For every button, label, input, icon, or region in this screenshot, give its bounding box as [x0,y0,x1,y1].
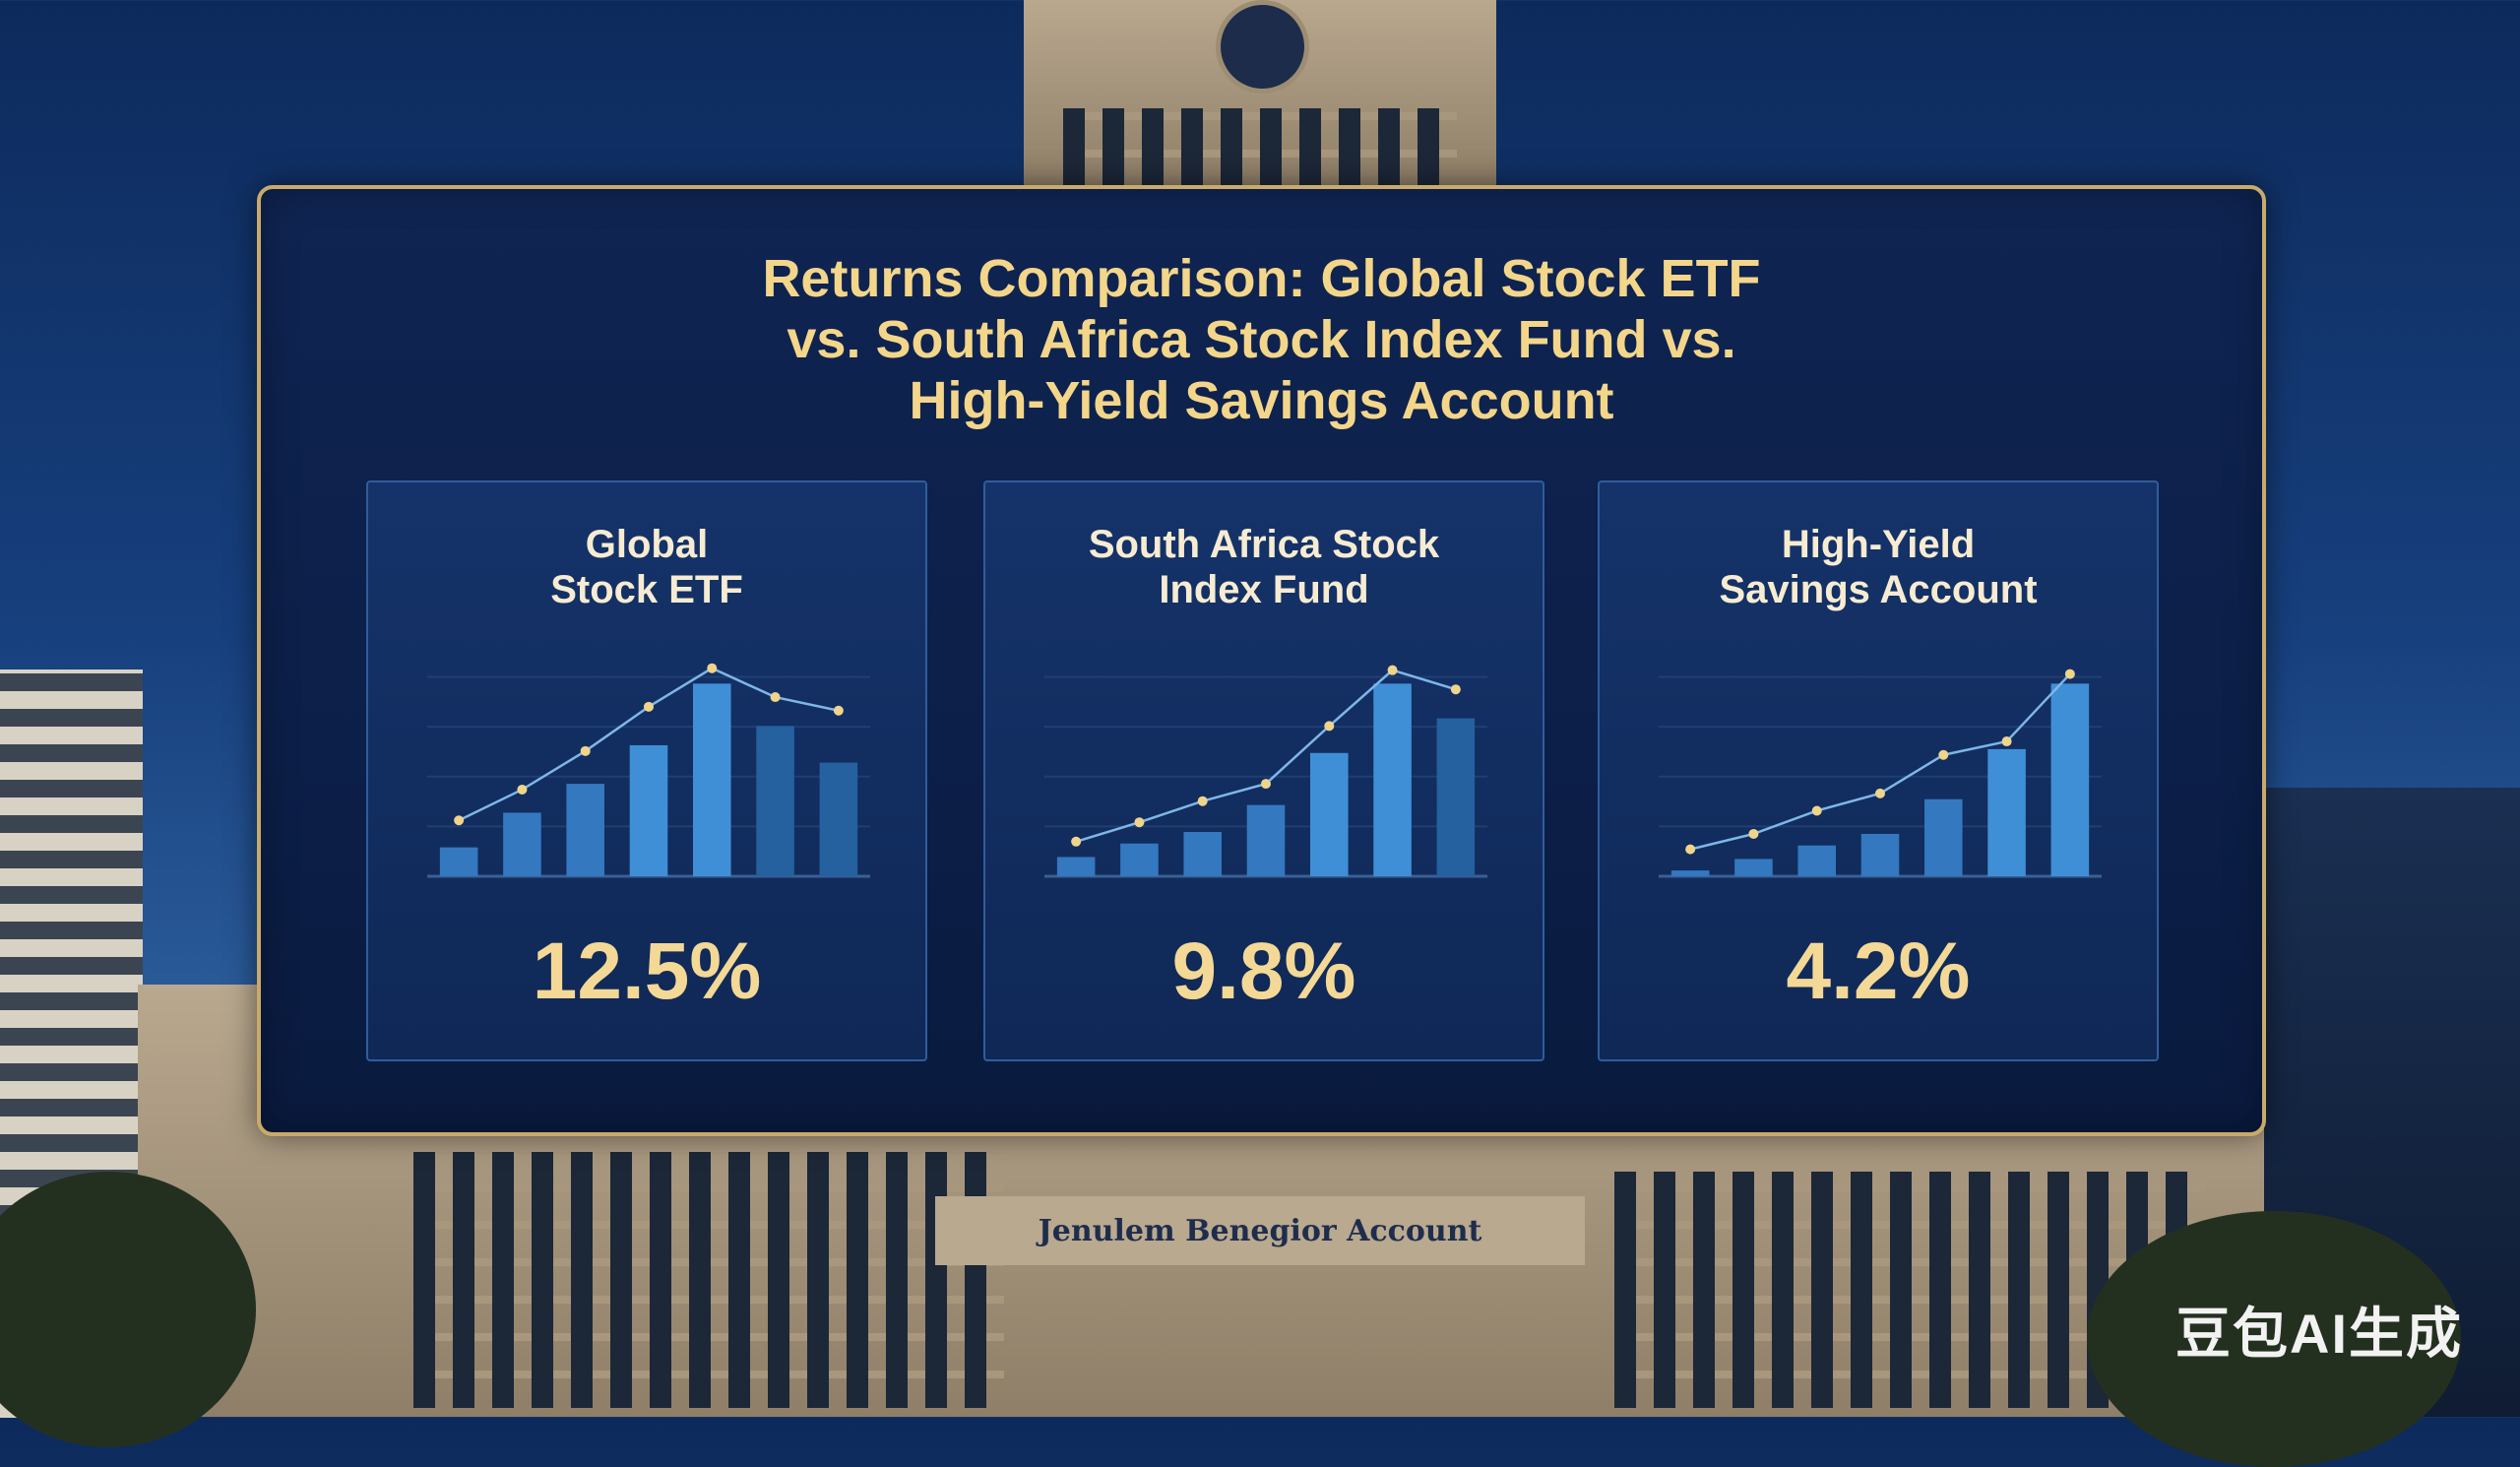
card-title-line: Index Fund [1159,568,1369,611]
trend-point [1450,684,1461,695]
bar [693,683,731,876]
bar [1183,832,1222,876]
trend-point [644,701,654,712]
card-title-line: South Africa Stock [1088,523,1440,566]
trend-point [1938,749,1949,760]
card-south-africa-index-fund: South Africa Stock Index Fund 9.8% [983,480,1544,1061]
trend-point [1071,836,1082,847]
card-high-yield-savings: High-Yield Savings Account 4.2% [1598,480,2159,1061]
bar [1797,845,1836,876]
bar [629,744,668,876]
bar [1310,752,1349,876]
bar [1056,857,1096,876]
bar [566,784,604,876]
trend-point [2001,736,2012,747]
card-title-line: High-Yield [1781,523,1976,566]
card-global-stock-etf: Global Stock ETF 12.5% [366,480,927,1061]
title-line-1: Returns Comparison: Global Stock ETF [762,249,1761,308]
title-line-2: vs. South Africa Stock Index Fund vs. [787,310,1736,369]
card-title-line: Global [585,523,709,566]
return-value: 4.2% [1786,926,1971,1016]
bar [1670,870,1710,876]
trend-point [1811,805,1822,816]
clock-icon [1216,0,1309,94]
bar [1436,718,1476,876]
trend-point [580,745,591,756]
bar [503,812,541,876]
bar [2050,683,2090,876]
trend-point [1875,788,1885,798]
trend-point [1324,721,1335,732]
trend-point [707,663,718,673]
trend-point [2064,669,2075,679]
trend-point [1387,665,1398,675]
comparison-panel: Returns Comparison: Global Stock ETF vs.… [257,185,2266,1136]
bar [439,847,478,876]
trend-point [1748,828,1759,839]
return-value: 12.5% [532,926,762,1016]
trend-point [770,692,781,703]
trend-point [1134,817,1145,828]
mini-bar-chart [1044,665,1487,878]
card-title-line: Savings Account [1719,568,2038,611]
bar [1987,748,2026,876]
page-title: Returns Comparison: Global Stock ETF vs.… [261,248,2262,431]
trend-point [517,784,528,795]
title-line-3: High-Yield Savings Account [909,371,1614,430]
bar [756,726,794,876]
bar [1120,843,1159,876]
card-title-line: Stock ETF [550,568,743,611]
bar [1246,804,1286,876]
trend-point [1685,844,1696,855]
tree [0,1172,256,1447]
card-title: South Africa Stock Index Fund [985,522,1543,612]
mini-bar-chart [1659,669,2102,878]
bar [819,762,858,876]
watermark: 豆包AI生成 [2175,1303,2463,1365]
bar [1860,833,1900,876]
trend-point [1197,796,1208,806]
bar [1924,798,1963,876]
building-sign: Jenulem Benegior Account [935,1196,1585,1265]
trend-point [833,705,844,716]
bar [1373,683,1412,876]
return-value: 9.8% [1171,926,1356,1016]
trend-point [1261,779,1271,790]
trend-point [454,815,465,826]
card-title: High-Yield Savings Account [1600,522,2157,612]
card-title: Global Stock ETF [368,522,925,612]
mini-bar-chart [427,663,870,878]
bar [1734,859,1773,876]
